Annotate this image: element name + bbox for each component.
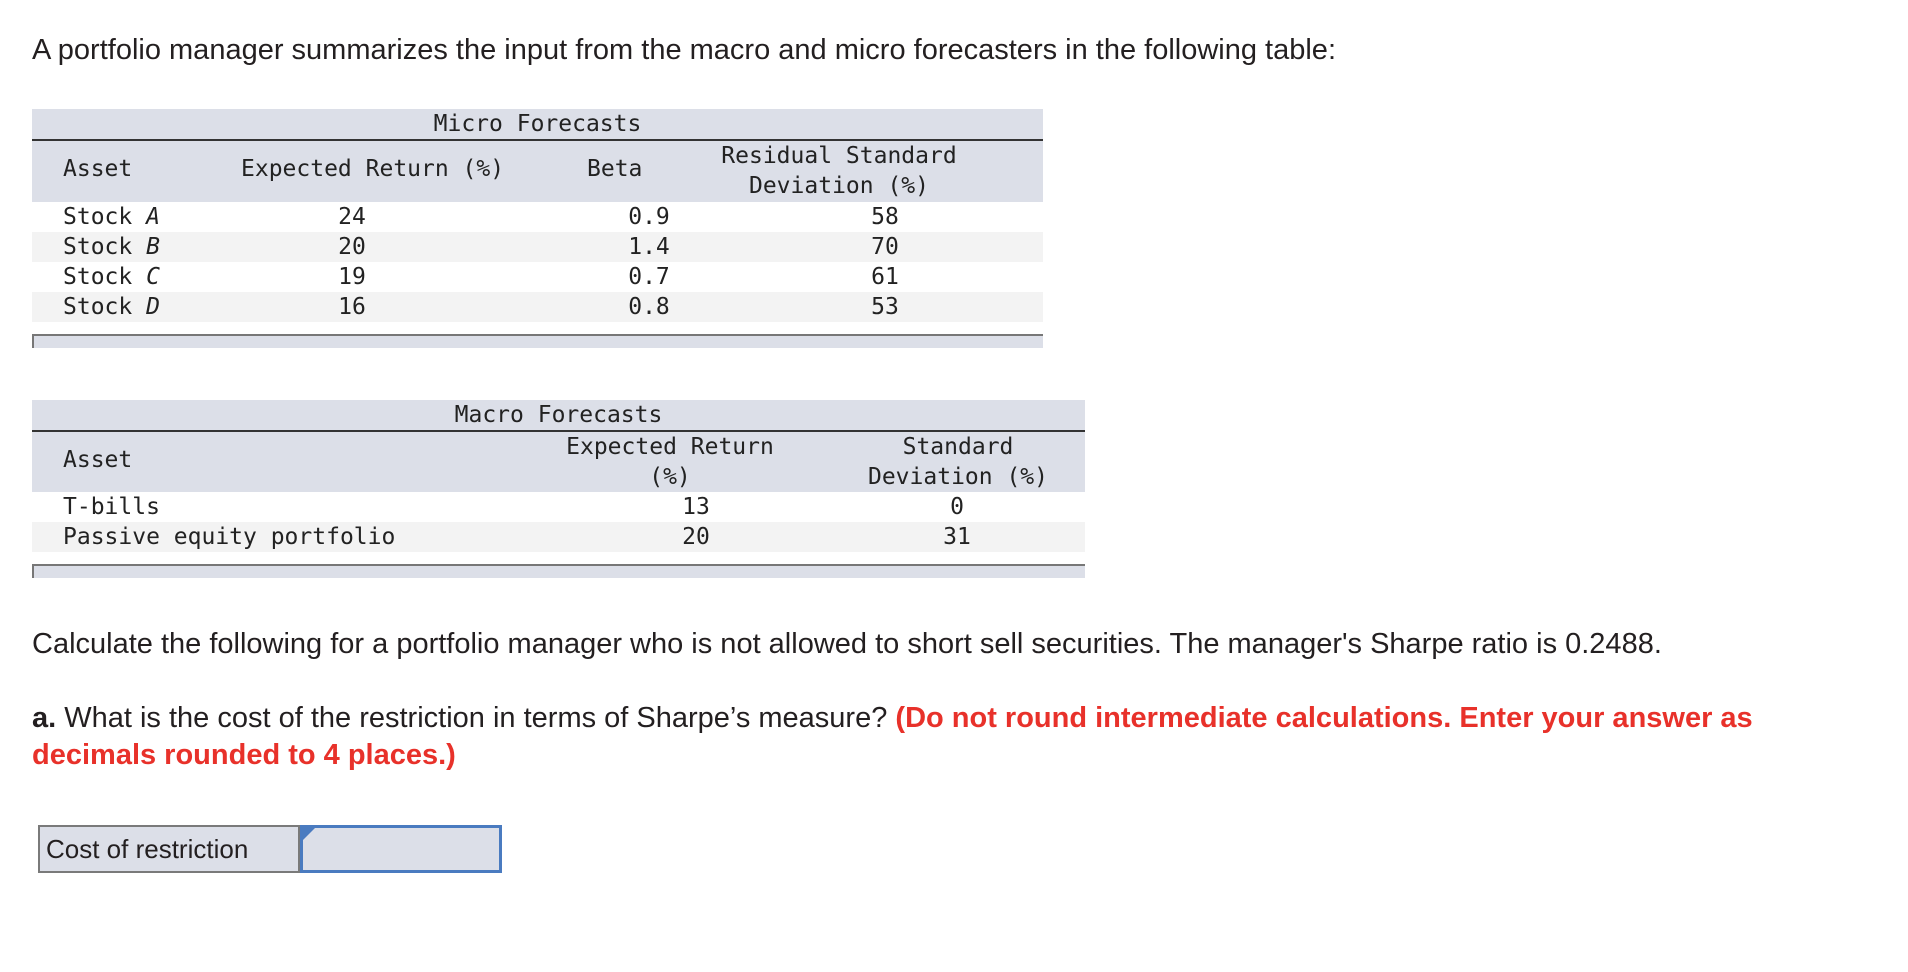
macro-header-er-line2: (%) <box>649 464 691 490</box>
micro-header-residual-line2: Deviation (%) <box>748 173 929 199</box>
micro-header-residual-line1: Residual Standard <box>721 143 957 169</box>
micro-er-cell: 20 <box>338 234 366 260</box>
micro-er-cell: 19 <box>338 264 366 290</box>
macro-header-er-line1: Expected Return <box>566 434 774 460</box>
stock-letter: B <box>146 234 160 260</box>
answer-label: Cost of restriction <box>38 825 300 873</box>
macro-header-row: Asset Expected Return (%) Standard Devia… <box>32 432 1085 492</box>
stock-letter: D <box>146 294 160 320</box>
micro-asset-cell: Stock A <box>63 202 160 232</box>
micro-beta-cell: 0.8 <box>628 294 670 320</box>
macro-header-sd-line2: Deviation (%) <box>867 464 1048 490</box>
macro-forecasts-table: Macro Forecasts Asset Expected Return (%… <box>32 400 1085 578</box>
macro-header-standard-deviation: Standard Deviation (%) <box>848 432 1068 492</box>
micro-asset-cell: Stock C <box>63 262 160 292</box>
micro-er-cell: 24 <box>338 204 366 230</box>
micro-sd-cell: 53 <box>871 294 899 320</box>
micro-caption: Micro Forecasts <box>32 109 1043 141</box>
macro-header-asset: Asset <box>63 447 133 473</box>
calculation-instructions: Calculate the following for a portfolio … <box>32 628 1662 660</box>
macro-er-cell: 13 <box>682 494 710 520</box>
micro-er-cell: 16 <box>338 294 366 320</box>
stock-prefix: Stock <box>63 294 147 320</box>
question-text: What is the cost of the restriction in t… <box>56 702 896 734</box>
macro-sd-cell: 0 <box>950 494 964 520</box>
macro-asset-cell: T-bills <box>63 494 160 520</box>
micro-header-row: Asset Expected Return (%) Beta Residual … <box>32 141 1043 202</box>
micro-header-residual-sd: Residual Standard Deviation (%) <box>704 141 974 201</box>
question-instruction: (Do not round intermediate calculations.… <box>32 702 1753 771</box>
micro-asset-cell: Stock D <box>63 292 160 322</box>
table-row: T-bills 13 0 <box>32 492 1085 522</box>
intro-text: A portfolio manager summarizes the input… <box>32 34 1336 66</box>
micro-header-asset: Asset <box>63 156 133 182</box>
micro-beta-cell: 0.7 <box>628 264 670 290</box>
question-label: a. <box>32 702 57 734</box>
micro-table-footer <box>32 334 1043 348</box>
table-row: Stock A 24 0.9 58 <box>32 202 1043 232</box>
micro-beta-cell: 0.9 <box>628 204 670 230</box>
table-row: Passive equity portfolio 20 31 <box>32 522 1085 552</box>
micro-header-beta: Beta <box>587 156 643 182</box>
micro-sd-cell: 58 <box>871 204 899 230</box>
table-row: Stock D 16 0.8 53 <box>32 292 1043 322</box>
cost-of-restriction-input[interactable] <box>300 825 502 873</box>
macro-caption: Macro Forecasts <box>32 400 1085 432</box>
table-row: Stock C 19 0.7 61 <box>32 262 1043 292</box>
macro-sd-cell: 31 <box>943 524 971 550</box>
macro-er-cell: 20 <box>682 524 710 550</box>
micro-asset-cell: Stock B <box>63 232 160 262</box>
micro-sd-cell: 70 <box>871 234 899 260</box>
macro-asset-cell: Passive equity portfolio <box>63 524 396 550</box>
table-row: Stock B 20 1.4 70 <box>32 232 1043 262</box>
stock-prefix: Stock <box>63 234 147 260</box>
stock-prefix: Stock <box>63 264 147 290</box>
macro-header-expected-return: Expected Return (%) <box>535 432 805 492</box>
micro-forecasts-table: Micro Forecasts Asset Expected Return (%… <box>32 109 1043 348</box>
stock-prefix: Stock <box>63 204 147 230</box>
macro-table-footer <box>32 564 1085 578</box>
macro-header-sd-line1: Standard <box>902 434 1014 460</box>
stock-letter: C <box>146 264 160 290</box>
question-a: a. What is the cost of the restriction i… <box>32 700 1882 774</box>
micro-header-expected-return: Expected Return (%) <box>241 156 505 182</box>
stock-letter: A <box>146 204 160 230</box>
micro-sd-cell: 61 <box>871 264 899 290</box>
answer-row: Cost of restriction <box>38 825 502 873</box>
input-corner-flag-icon <box>303 828 315 840</box>
micro-beta-cell: 1.4 <box>628 234 670 260</box>
